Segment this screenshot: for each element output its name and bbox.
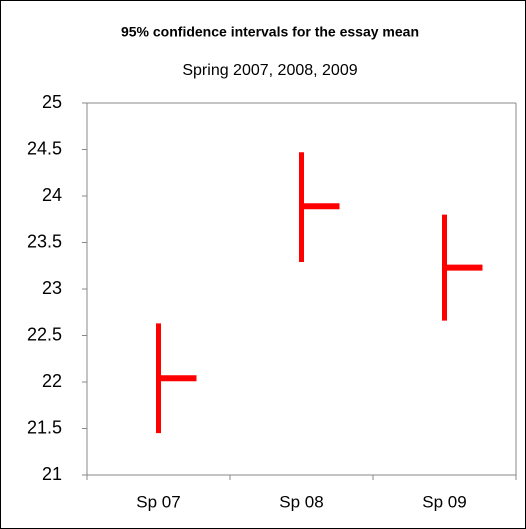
chart-title: 95% confidence intervals for the essay m… (121, 24, 419, 40)
y-tick-label: 24 (42, 185, 62, 205)
chart-subtitle: Spring 2007, 2008, 2009 (182, 62, 357, 79)
y-tick-label: 21.5 (27, 417, 62, 437)
y-tick-label: 24.5 (27, 138, 62, 158)
y-tick-label: 23.5 (27, 231, 62, 251)
y-tick-label: 23 (42, 278, 62, 298)
y-tick-label: 22 (42, 371, 62, 391)
y-tick-label: 22.5 (27, 324, 62, 344)
y-tick-label: 21 (42, 464, 62, 484)
y-tick-label: 25 (42, 92, 62, 112)
x-tick-label: Sp 09 (422, 492, 466, 511)
x-tick-label: Sp 08 (279, 492, 323, 511)
x-tick-label: Sp 07 (136, 492, 180, 511)
